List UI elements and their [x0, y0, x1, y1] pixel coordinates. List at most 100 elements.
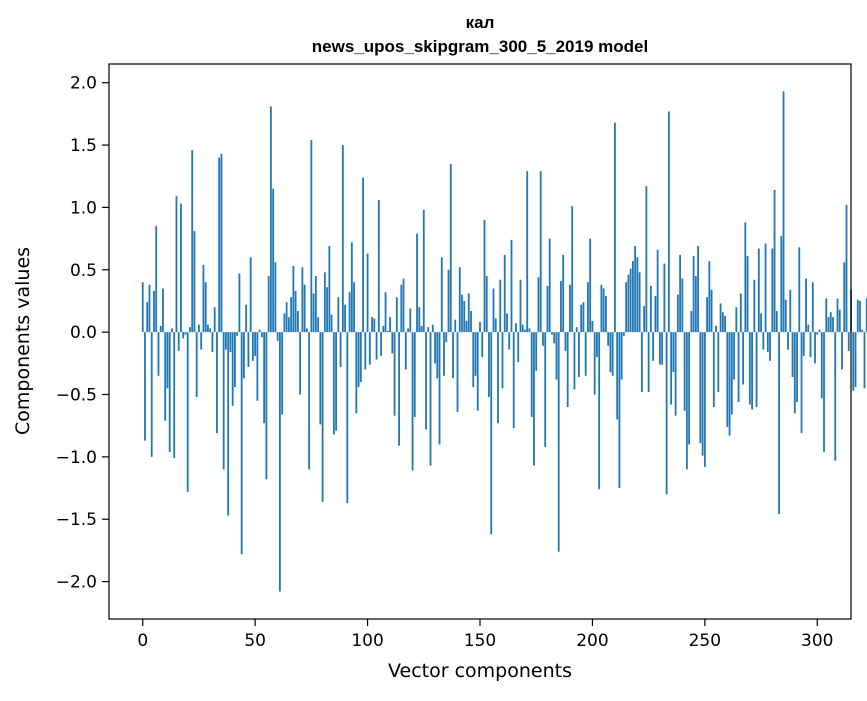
bar-200 [591, 320, 594, 333]
bar-3 [148, 284, 151, 333]
bar-257 [719, 303, 722, 333]
bar-25 [198, 324, 200, 333]
bar-59 [274, 262, 277, 333]
bar-204 [600, 284, 603, 333]
bar-282 [775, 310, 778, 333]
bar-70 [299, 332, 302, 395]
chart-title-line-1: кал [466, 13, 495, 32]
bar-23 [193, 231, 196, 333]
bar-218 [632, 261, 634, 333]
y-tick-label: −1.0 [56, 448, 97, 468]
bar-320 [861, 329, 864, 333]
bar-0 [141, 282, 144, 333]
bar-60 [276, 332, 279, 341]
x-axis: 0 50 100 150 200 250 300 [137, 619, 833, 651]
bar-146 [470, 310, 472, 333]
bar-76 [312, 293, 315, 333]
bar-117 [404, 332, 407, 370]
bar-214 [623, 332, 625, 336]
bar-198 [587, 282, 589, 333]
bar-6 [155, 226, 158, 333]
bar-175 [535, 332, 538, 371]
bar-75 [310, 140, 313, 333]
y-tick-label: 1.0 [70, 198, 97, 218]
bar-54 [263, 332, 266, 424]
bar-106 [380, 332, 382, 356]
bar-297 [809, 332, 812, 358]
bar-152 [483, 219, 486, 333]
bar-177 [539, 171, 542, 333]
bar-19 [184, 332, 187, 335]
bar-250 [703, 332, 706, 467]
bar-series [141, 91, 867, 592]
bar-300 [816, 332, 819, 335]
bar-201 [593, 332, 596, 395]
bar-293 [800, 332, 803, 434]
bar-273 [755, 332, 758, 407]
bar-83 [328, 246, 331, 333]
bar-121 [413, 332, 416, 417]
bar-210 [614, 122, 616, 333]
bar-254 [712, 332, 715, 407]
bar-148 [474, 332, 477, 376]
bar-94 [353, 282, 355, 333]
bar-153 [485, 276, 488, 333]
bar-125 [422, 209, 425, 333]
bar-55 [265, 332, 268, 480]
bar-199 [589, 238, 592, 333]
bar-314 [847, 332, 850, 351]
bar-266 [739, 293, 742, 333]
y-tick-label: 2.0 [70, 74, 97, 94]
bar-303 [823, 332, 825, 452]
bar-56 [267, 276, 270, 333]
bar-26 [200, 332, 203, 350]
chart-title-line-2: news_upos_skipgram_300_5_2019 model [312, 37, 648, 56]
bar-165 [512, 332, 515, 429]
bar-301 [818, 329, 821, 333]
bar-103 [373, 318, 376, 333]
bar-36 [222, 332, 225, 470]
bar-317 [854, 332, 857, 388]
bar-84 [330, 314, 333, 333]
bar-163 [508, 332, 511, 350]
bar-145 [467, 293, 470, 333]
bar-12 [168, 332, 171, 452]
bar-78 [317, 317, 320, 333]
bar-156 [492, 288, 495, 333]
bar-179 [544, 332, 547, 447]
y-tick-label: 0.0 [70, 323, 97, 343]
bar-99 [364, 332, 367, 370]
bar-34 [218, 157, 221, 333]
bar-173 [530, 332, 533, 417]
y-axis-label: Components values [12, 247, 34, 435]
bar-13 [171, 328, 173, 333]
bar-140 [456, 332, 459, 412]
bar-192 [573, 332, 576, 390]
bar-209 [611, 332, 614, 376]
bar-229 [656, 249, 659, 333]
bar-107 [382, 325, 385, 333]
bar-160 [501, 332, 504, 389]
bar-260 [726, 332, 729, 427]
bar-33 [216, 332, 218, 434]
bar-287 [787, 332, 789, 350]
bar-189 [566, 332, 569, 407]
bar-8 [159, 325, 162, 333]
x-tick-label: 300 [801, 631, 833, 651]
bar-255 [715, 325, 717, 333]
bar-109 [386, 330, 389, 333]
bar-96 [357, 332, 360, 388]
bar-32 [213, 307, 216, 333]
bar-42 [236, 332, 239, 336]
bar-91 [346, 332, 349, 504]
bar-184 [555, 332, 558, 380]
bar-265 [737, 332, 740, 402]
bar-88 [339, 332, 342, 368]
bar-115 [400, 284, 403, 333]
bar-46 [245, 304, 248, 333]
bar-172 [528, 328, 531, 333]
bar-58 [272, 188, 275, 333]
bar-283 [778, 332, 780, 515]
bar-81 [323, 272, 326, 333]
